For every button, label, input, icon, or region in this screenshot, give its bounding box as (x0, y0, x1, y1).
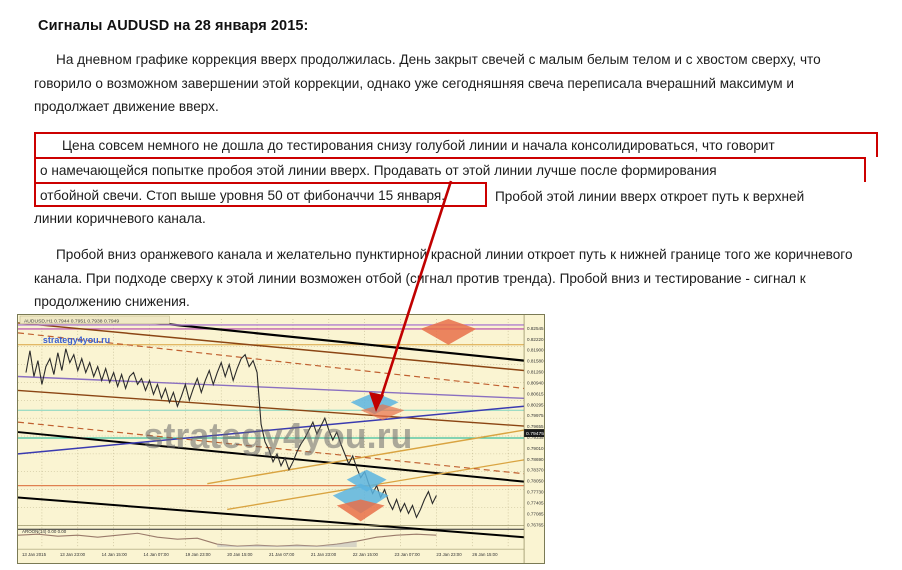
black-channel-lower (18, 496, 525, 539)
chart-watermark-small: strategy4you.ru (43, 335, 110, 345)
price-axis-background (524, 315, 544, 563)
highlight-line-4: линии коричневого канала. (34, 210, 206, 226)
svg-text:14 Jan 15:00: 14 Jan 15:00 (102, 552, 128, 557)
blue-line (18, 405, 525, 455)
svg-text:13 Jan 23:00: 13 Jan 23:00 (60, 552, 86, 557)
orange-channel-upper (207, 429, 525, 485)
svg-text:0.77730: 0.77730 (527, 490, 544, 495)
svg-text:0.79655: 0.79655 (527, 424, 544, 429)
svg-text:0.77405: 0.77405 (527, 500, 544, 505)
svg-text:0.79010: 0.79010 (527, 446, 544, 451)
svg-text:0.79335: 0.79335 (527, 435, 544, 440)
brown-channel-lower (18, 389, 525, 427)
highlighted-callout: Цена совсем немного не дошла до тестиров… (34, 131, 878, 231)
svg-text:0.78690: 0.78690 (527, 457, 544, 462)
svg-text:20 Jan 15:00: 20 Jan 15:00 (227, 552, 253, 557)
svg-text:23 Jan 23:00: 23 Jan 23:00 (436, 552, 462, 557)
fractal-diamond-blue-mid (346, 469, 387, 492)
chart-header-label: AUDUSD,H1 0.7944 0.7951 0.7938 0.7949 (24, 318, 119, 324)
svg-text:0.80940: 0.80940 (527, 380, 544, 385)
svg-text:21 Jan 23:00: 21 Jan 23:00 (311, 552, 337, 557)
page-title: Сигналы AUDUSD на 28 января 2015: (38, 18, 309, 34)
date-axis-labels: 13 Jan 2015 13 Jan 23:00 14 Jan 15:00 14… (22, 552, 498, 557)
highlight-line-3: отбойной свечи. Стоп выше уровня 50 от ф… (34, 181, 804, 207)
chart-header-bar (19, 315, 170, 325)
fractal-diamond-blue-lower (332, 483, 389, 514)
paragraph-1: На дневном графике коррекция вверх продо… (34, 52, 821, 114)
svg-text:23 Jan 07:00: 23 Jan 07:00 (395, 552, 421, 557)
highlight-line-1-text: Цена совсем немного не дошла до тестиров… (62, 137, 775, 153)
svg-text:19 Jan 23:00: 19 Jan 23:00 (185, 552, 211, 557)
price-axis-labels: 0.82545 0.82220 0.81900 0.81580 0.81260 … (527, 326, 544, 527)
highlight-line-3-tail: Пробой этой линии вверх откроет путь к в… (495, 188, 805, 204)
current-price-tag: 0.79475 (526, 431, 544, 437)
svg-text:13 Jan 2015: 13 Jan 2015 (22, 552, 47, 557)
svg-text:0.82545: 0.82545 (527, 326, 544, 331)
highlight-line-2: о намечающейся попытке пробоя этой линии… (34, 156, 866, 182)
svg-text:0.79975: 0.79975 (527, 413, 544, 418)
highlight-line-3-text: отбойной свечи. Стоп выше уровня 50 от ф… (40, 187, 446, 203)
svg-text:0.81260: 0.81260 (527, 370, 544, 375)
svg-text:0.77085: 0.77085 (527, 511, 544, 516)
svg-text:0.82220: 0.82220 (527, 337, 544, 342)
fractal-diamond-orange-lower (336, 499, 385, 522)
svg-text:0.80295: 0.80295 (527, 402, 544, 407)
svg-text:26 Jan 15:00: 26 Jan 15:00 (472, 552, 498, 557)
current-price-tag-bg (524, 429, 544, 438)
highlight-line-2-text: о намечающейся попытке пробоя этой линии… (40, 162, 717, 178)
chart-watermark: strategy4you.ru (144, 416, 413, 456)
chart-svg: strategy4you.ru strategy4you.ru AUDUSD,H… (18, 315, 544, 563)
svg-text:22 Jan 15:00: 22 Jan 15:00 (353, 552, 379, 557)
svg-text:0.80615: 0.80615 (527, 391, 544, 396)
red-dashed-line (18, 421, 525, 475)
chart-background (18, 315, 544, 563)
audusd-chart-image: strategy4you.ru strategy4you.ru AUDUSD,H… (17, 314, 545, 564)
svg-text:0.76765: 0.76765 (527, 522, 544, 527)
indicator-label: AROON(14) 0.00 0.00 (22, 529, 67, 534)
highlight-line-1: Цена совсем немного не дошла до тестиров… (34, 131, 878, 157)
aroon-indicator-fill (217, 541, 357, 548)
svg-text:0.81900: 0.81900 (527, 348, 544, 353)
svg-text:14 Jan 07:00: 14 Jan 07:00 (144, 552, 170, 557)
svg-text:0.81580: 0.81580 (527, 359, 544, 364)
svg-text:0.78050: 0.78050 (527, 479, 544, 484)
aroon-indicator-line (18, 532, 437, 547)
paragraph-3: Пробой вниз оранжевого канала и желатель… (34, 247, 853, 309)
svg-text:0.78370: 0.78370 (527, 468, 544, 473)
article-body: Сигналы AUDUSD на 28 января 2015: На дне… (34, 18, 878, 346)
svg-text:21 Jan 07:00: 21 Jan 07:00 (269, 552, 295, 557)
